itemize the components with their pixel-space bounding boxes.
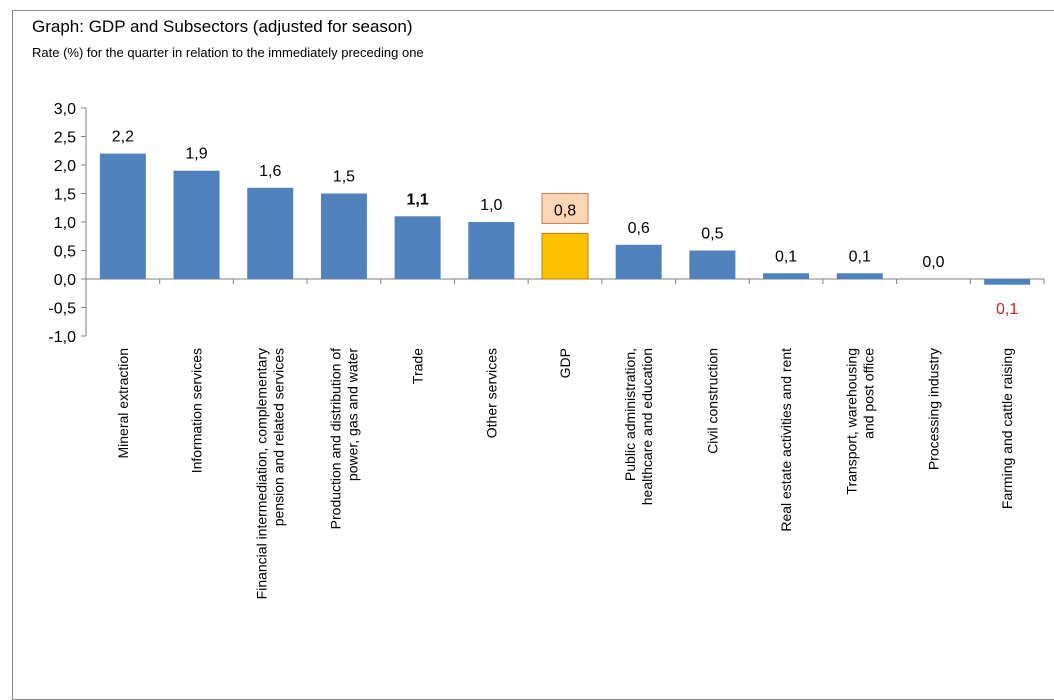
y-tick-label: 0,5 bbox=[54, 244, 76, 261]
y-tick-label: 2,5 bbox=[54, 130, 76, 147]
axes: 3,0 2,5 2,0 1,5 1,0 0,5 0,0 -0,5 -1,0 bbox=[48, 101, 1045, 346]
bar bbox=[984, 279, 1031, 285]
bar bbox=[320, 193, 367, 279]
category-label: GDP bbox=[557, 348, 573, 378]
y-tick-label: -0,5 bbox=[48, 301, 76, 318]
bar bbox=[615, 244, 662, 279]
data-label: 1,9 bbox=[185, 146, 207, 163]
bar bbox=[689, 250, 736, 279]
data-label: 1,5 bbox=[333, 169, 355, 186]
category-label: Civil construction bbox=[704, 348, 720, 454]
bar bbox=[468, 222, 515, 279]
bar-chart: 3,0 2,5 2,0 1,5 1,0 0,5 0,0 -0,5 -1,0 2,2 1,9 1,6 1… bbox=[48, 101, 1045, 600]
bar bbox=[247, 187, 294, 279]
category-label: Real estate activities and rent bbox=[778, 348, 794, 532]
data-label: 2,2 bbox=[112, 129, 134, 146]
category-label: Processing industry bbox=[925, 348, 941, 470]
data-label: 0,6 bbox=[628, 220, 650, 237]
bar bbox=[99, 153, 146, 279]
data-label: 0,1 bbox=[849, 248, 871, 265]
category-label: Trade bbox=[410, 348, 426, 384]
data-label: 1,1 bbox=[406, 191, 428, 208]
data-labels: 2,2 1,9 1,6 1,5 1,1 1,0 0,8 0,6 0,5 0,1 0,1 0,0 0,1 bbox=[112, 129, 1019, 318]
bar-gdp bbox=[541, 232, 589, 280]
category-label: Information services bbox=[189, 348, 205, 473]
data-label: 0,1 bbox=[996, 301, 1018, 318]
y-tick-label: -1,0 bbox=[48, 329, 76, 346]
category-labels: Mineral extraction Information services Fi… bbox=[115, 348, 1015, 600]
bar bbox=[173, 170, 220, 279]
y-tick-label: 2,0 bbox=[54, 158, 76, 175]
bar bbox=[836, 273, 883, 279]
data-label: 0,1 bbox=[775, 248, 797, 265]
data-label: 1,6 bbox=[259, 163, 281, 180]
bar bbox=[763, 273, 810, 279]
category-label: Other services bbox=[483, 348, 499, 438]
category-label: Farming and cattle raising bbox=[999, 348, 1015, 509]
y-tick-label: 0,0 bbox=[54, 272, 76, 289]
category-label: Public administration,healthcare and edu… bbox=[622, 348, 655, 505]
chart-subtitle: Rate (%) for the quarter in relation to … bbox=[32, 45, 424, 60]
data-label: 0,8 bbox=[554, 202, 576, 219]
category-label: Mineral extraction bbox=[115, 348, 131, 459]
chart-frame bbox=[12, 10, 1054, 700]
bar bbox=[394, 216, 441, 279]
data-label: 0,5 bbox=[701, 226, 723, 243]
category-label: Financial intermediation, complementaryp… bbox=[254, 348, 287, 599]
gdp-label-box bbox=[541, 192, 589, 224]
y-tick-label: 1,5 bbox=[54, 187, 76, 204]
data-label: 0,0 bbox=[922, 254, 944, 271]
category-label: Transport, warehousingand post office bbox=[843, 348, 876, 495]
data-label: 1,0 bbox=[480, 197, 502, 214]
y-tick-label: 3,0 bbox=[54, 101, 76, 118]
bars bbox=[99, 153, 1031, 285]
category-label: Production and distribution ofpower, gas… bbox=[327, 348, 360, 530]
chart-title: Graph: GDP and Subsectors (adjusted for … bbox=[32, 17, 413, 36]
y-tick-label: 1,0 bbox=[54, 215, 76, 232]
